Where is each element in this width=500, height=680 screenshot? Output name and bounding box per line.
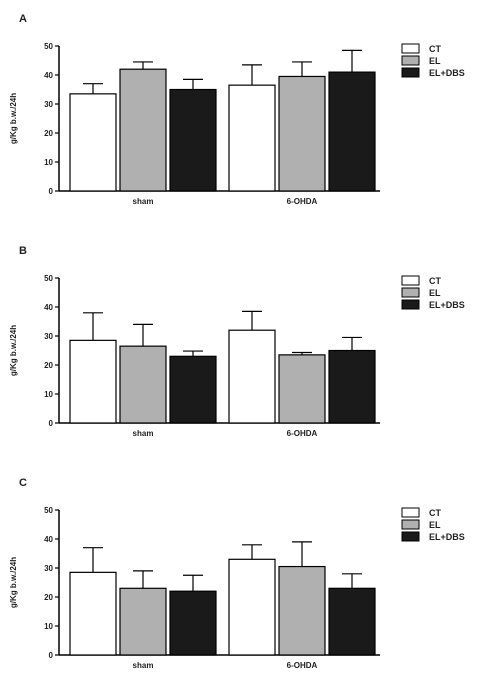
y-tick-label: 20 (44, 129, 53, 138)
legend-label: EL (429, 520, 441, 530)
legend-swatch (401, 299, 420, 310)
y-tick: 20 (44, 361, 53, 370)
y-tick: 30 (44, 100, 53, 109)
y-tick: 50 (44, 42, 53, 51)
y-tick-label: 10 (44, 622, 53, 631)
bar-el-dbs-sham (169, 355, 217, 424)
chart-panel-c: Cg/Kg b.w./24h 0 10 20 30 40 50 sham 6-OHDA CT EL E… (9, 477, 465, 670)
y-tick-label: 0 (49, 419, 54, 428)
legend-swatch (401, 507, 420, 518)
y-tick: 30 (44, 564, 53, 573)
y-tick: 30 (44, 332, 53, 341)
y-tick-label: 10 (44, 158, 53, 167)
panel-label: A (19, 13, 27, 25)
y-tick-label: 20 (44, 593, 53, 602)
y-tick-label: 50 (44, 274, 53, 283)
bar-el-dbs-sham (169, 590, 217, 656)
x-tick-label: 6-OHDA (287, 661, 318, 670)
panel-label: C (19, 477, 27, 489)
y-tick-label: 0 (49, 187, 54, 196)
legend-label: CT (429, 276, 441, 286)
legend-label: EL (429, 56, 441, 66)
bar-ct-6-ohda (228, 558, 276, 656)
legend-swatch (401, 519, 420, 530)
bar-el-6-ohda (278, 75, 326, 192)
bar-el-dbs-sham (169, 88, 217, 192)
x-tick-label: sham (133, 197, 154, 206)
legend-label: EL (429, 288, 441, 298)
y-tick: 50 (44, 274, 53, 283)
bar-ct-sham (69, 339, 117, 424)
bar-ct-sham (69, 93, 117, 192)
bar-ct-6-ohda (228, 329, 276, 424)
y-tick: 20 (44, 129, 53, 138)
x-tick-label: sham (133, 661, 154, 670)
bar-el-6-ohda (278, 354, 326, 424)
y-tick-label: 40 (44, 535, 53, 544)
y-tick-label: 10 (44, 390, 53, 399)
legend-label: EL+DBS (429, 300, 465, 310)
x-tick-label: 6-OHDA (287, 429, 318, 438)
legend-swatch (401, 55, 420, 66)
legend-swatch (401, 43, 420, 54)
legend-label: CT (429, 508, 441, 518)
y-tick-label: 0 (49, 651, 54, 660)
legend-swatch (401, 275, 420, 286)
y-axis-label: g/Kg b.w./24h (9, 93, 18, 144)
panel-label: B (19, 245, 27, 257)
x-tick-label: sham (133, 429, 154, 438)
bar-el-dbs-6-ohda (328, 349, 376, 424)
legend-label: CT (429, 44, 441, 54)
legend-label: EL+DBS (429, 532, 465, 542)
bar-el-dbs-6-ohda (328, 71, 376, 192)
y-tick: 0 (49, 651, 54, 660)
y-tick: 20 (44, 593, 53, 602)
bar-ct-sham (69, 571, 117, 656)
y-tick-label: 50 (44, 42, 53, 51)
y-tick: 10 (44, 390, 53, 399)
y-tick: 40 (44, 535, 53, 544)
y-tick-label: 20 (44, 361, 53, 370)
legend-swatch (401, 287, 420, 298)
y-tick: 10 (44, 158, 53, 167)
bar-el-6-ohda (278, 565, 326, 656)
y-tick-label: 50 (44, 506, 53, 515)
y-tick: 40 (44, 303, 53, 312)
y-tick-label: 30 (44, 332, 53, 341)
bar-el-sham (119, 68, 167, 192)
y-tick: 0 (49, 419, 54, 428)
y-tick: 0 (49, 187, 54, 196)
y-tick-label: 30 (44, 100, 53, 109)
y-tick: 10 (44, 622, 53, 631)
bar-el-sham (119, 587, 167, 656)
chart-panel-a: Ag/Kg b.w./24h 0 10 20 30 40 50 sham 6-OHDA CT EL E… (9, 13, 465, 206)
bar-el-dbs-6-ohda (328, 587, 376, 656)
y-tick: 50 (44, 506, 53, 515)
chart-panel-b: Bg/Kg b.w./24h 0 10 20 30 40 50 sham 6-OHDA CT EL E… (9, 245, 465, 438)
bar-ct-6-ohda (228, 84, 276, 192)
legend-swatch (401, 67, 420, 78)
y-tick-label: 30 (44, 564, 53, 573)
y-tick: 40 (44, 71, 53, 80)
y-axis-label: g/Kg b.w./24h (9, 557, 18, 608)
x-tick-label: 6-OHDA (287, 197, 318, 206)
legend-swatch (401, 531, 420, 542)
bar-el-sham (119, 345, 167, 424)
y-tick-label: 40 (44, 71, 53, 80)
legend-label: EL+DBS (429, 68, 465, 78)
y-tick-label: 40 (44, 303, 53, 312)
y-axis-label: g/Kg b.w./24h (9, 325, 18, 376)
